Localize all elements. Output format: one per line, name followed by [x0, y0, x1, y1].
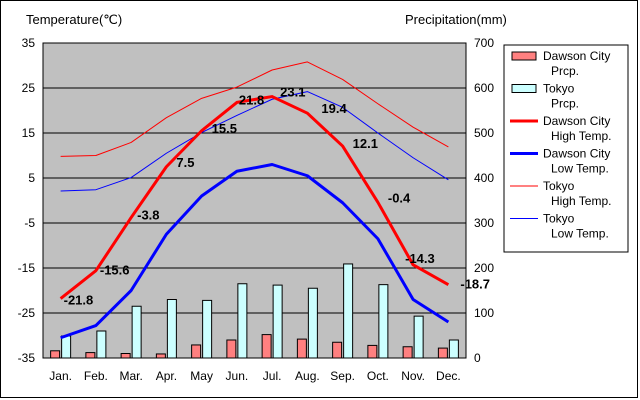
data-label: -0.4: [388, 190, 411, 205]
precip-bar-tokyo: [61, 335, 72, 359]
precip-bar-tokyo: [272, 284, 283, 359]
right-tick-label: 700: [474, 36, 494, 50]
x-tick-label: Oct.: [367, 369, 389, 383]
data-label: 7.5: [176, 155, 194, 170]
x-tick-label: Jun.: [226, 369, 249, 383]
data-label: -15.6: [100, 263, 130, 278]
tokyo-low-line: [60, 91, 449, 192]
data-label: 21.8: [239, 92, 264, 107]
left-tick-label: -25: [18, 306, 36, 320]
data-label: -14.3: [405, 251, 435, 266]
left-axis-title: Temperature(℃): [26, 12, 122, 27]
precip-bar-tokyo: [131, 305, 142, 359]
legend-label: Low Temp.: [551, 162, 609, 176]
data-label: 19.4: [321, 101, 347, 116]
data-label: -3.8: [137, 208, 159, 223]
plot-area: [42, 42, 467, 359]
right-tick-label: 0: [474, 351, 481, 365]
legend-label: High Temp.: [551, 129, 611, 143]
right-tick-label: 600: [474, 81, 494, 95]
data-label: -21.8: [64, 293, 94, 308]
precip-bar-tokyo: [307, 287, 318, 359]
left-tick-label: 25: [22, 81, 36, 95]
right-tick-label: 500: [474, 126, 494, 140]
precip-bar-tokyo: [202, 299, 213, 359]
temperature-lines: [59, 61, 450, 340]
legend-swatch: [511, 51, 537, 61]
precip-bar-tokyo: [378, 284, 389, 359]
data-label: -18.7: [460, 277, 490, 292]
precip-bar-dawson: [261, 334, 272, 359]
precip-bar-tokyo: [96, 330, 107, 359]
precip-bar-dawson: [437, 347, 448, 359]
precipitation-bars: [50, 263, 459, 359]
right-tick-label: 300: [474, 216, 494, 230]
precip-bar-tokyo: [166, 299, 177, 359]
left-tick-label: 35: [22, 36, 36, 50]
precip-bar-dawson: [402, 346, 413, 359]
legend-label: Dawson City: [543, 114, 610, 128]
precip-bar-dawson: [332, 341, 343, 359]
x-tick-label: Nov.: [401, 369, 425, 383]
x-tick-label: Jan.: [49, 369, 72, 383]
precip-bar-dawson: [367, 344, 378, 359]
data-label: 23.1: [280, 85, 305, 100]
x-tick-label: Aug.: [295, 369, 320, 383]
x-tick-label: Dec.: [436, 369, 461, 383]
data-labels: -21.8 -15.6 -3.8 7.5 15.521.8 23.1 19.4 12.1 -0.…: [64, 85, 490, 308]
left-tick-label: -5: [24, 216, 35, 230]
legend-label: Tokyo: [543, 179, 575, 193]
precip-bar-tokyo: [237, 283, 248, 359]
legend-label: Tokyo: [543, 212, 575, 226]
dawson-low-line: [60, 163, 450, 340]
data-label: 12.1: [353, 136, 378, 151]
x-tick-label: Mar.: [119, 369, 142, 383]
precip-bar-tokyo: [448, 339, 459, 359]
legend-swatch: [511, 84, 537, 93]
right-tick-label: 200: [474, 261, 494, 275]
axes: 35 25 15 5 -5 -15 -25 -35 700 600 500 400 300 200 100 0…: [18, 36, 495, 383]
precip-bar-dawson: [85, 352, 96, 359]
tokyo-high-line: [60, 61, 449, 157]
precip-bar-dawson: [226, 339, 237, 359]
right-tick-label: 100: [474, 306, 494, 320]
precip-bar-dawson: [50, 350, 61, 359]
precip-bar-tokyo: [343, 263, 354, 359]
precip-bar-tokyo: [413, 315, 424, 359]
legend-label: High Temp.: [551, 194, 611, 208]
left-tick-label: -35: [18, 351, 36, 365]
precip-bar-dawson: [155, 353, 166, 359]
legend-label: Low Temp.: [551, 227, 609, 241]
right-tick-label: 400: [474, 171, 494, 185]
legend-label: Dawson City: [543, 147, 610, 161]
legend-label: Prcp.: [551, 64, 579, 78]
left-tick-label: 5: [28, 171, 35, 185]
dawson-high-line: [59, 95, 450, 300]
x-tick-label: Feb.: [84, 369, 108, 383]
precip-bar-dawson: [120, 353, 131, 359]
left-tick-label: -15: [18, 261, 36, 275]
right-axis-title: Precipitation(mm): [405, 12, 507, 27]
legend-label: Dawson City: [543, 49, 610, 63]
left-tick-label: 15: [22, 126, 36, 140]
x-tick-label: Sep.: [330, 369, 355, 383]
legend-label: Prcp.: [551, 97, 579, 111]
x-tick-label: Apr.: [156, 369, 177, 383]
legend-label: Tokyo: [543, 82, 575, 96]
legend-box: [503, 44, 629, 253]
x-tick-label: May: [190, 369, 213, 383]
data-label: 15.5: [212, 121, 237, 136]
precip-bar-dawson: [296, 338, 307, 359]
precip-bar-dawson: [191, 344, 202, 359]
x-tick-label: Jul.: [263, 369, 282, 383]
